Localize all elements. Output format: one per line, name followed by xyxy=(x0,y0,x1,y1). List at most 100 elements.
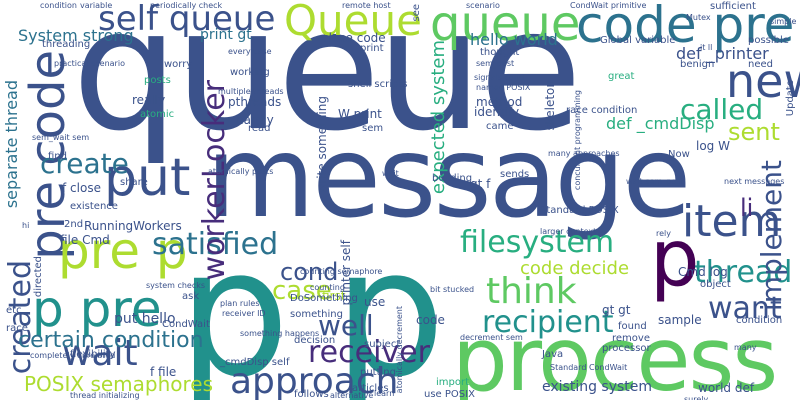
word-putting: putting xyxy=(360,367,396,378)
word-atomically-posts: atomically posts xyxy=(208,167,274,176)
word-queue-upper: queue xyxy=(430,0,581,52)
word-named-POSIX: named POSIX xyxy=(476,83,531,92)
word-code: code xyxy=(416,313,445,327)
word-race: race xyxy=(6,323,28,334)
word-Standard-POSIX: Standard POSIX xyxy=(540,205,619,216)
word-Update: Update xyxy=(785,80,796,117)
word-etc: etc xyxy=(6,305,22,316)
word-concurrent-programming: concurrent programming xyxy=(573,90,582,191)
word-existence: existence xyxy=(70,201,118,212)
word-benign: benign xyxy=(680,59,715,70)
word-cond: cond xyxy=(280,258,339,286)
word-many-approaches: many approaches xyxy=(548,149,620,158)
word-sem: sem xyxy=(362,123,384,134)
word-workerLocker: workerLocker xyxy=(197,80,232,281)
word-rely: rely xyxy=(656,229,671,238)
word-sends: sends xyxy=(500,169,530,180)
word-wait-small: wait xyxy=(382,169,399,178)
word-import: import xyxy=(436,377,470,388)
word-gt-f: gt f xyxy=(470,177,491,191)
word-separate-thread: separate thread xyxy=(2,80,21,209)
word-approach: approach xyxy=(230,361,399,400)
word-identify: identify xyxy=(474,105,520,119)
word-many: many xyxy=(734,343,757,352)
word-really: really xyxy=(132,93,166,107)
word-first: first xyxy=(322,289,346,303)
word-wait-sem-post: wait sem_post xyxy=(626,177,684,186)
word-p-p: p p xyxy=(178,211,445,400)
word-create: create xyxy=(40,147,129,180)
word-sent: sent xyxy=(728,118,780,146)
word-2nd: 2nd xyxy=(64,219,84,230)
word-cmdDisp-self: _cmdDisp self xyxy=(220,357,290,368)
word-wait: wait xyxy=(62,333,138,374)
word-shell-scripts: shell scripts xyxy=(348,79,408,90)
word-great: great xyxy=(608,71,635,82)
word-f-file: f file xyxy=(150,365,177,379)
word-posts: posts xyxy=(144,75,171,86)
word-put-hello: put hello xyxy=(114,311,176,327)
word-sem-wait-sem: sem_wait sem xyxy=(32,133,90,142)
word-recipient: recipient xyxy=(482,305,614,340)
word-practical-scenario: practical scenario xyxy=(54,59,125,68)
word-f-close: f close xyxy=(62,181,101,195)
word-self-queue: self queue xyxy=(98,0,276,39)
word-race-condition: race condition xyxy=(566,105,638,116)
word-receiver: receiver xyxy=(308,335,430,370)
word-message: message xyxy=(206,113,691,243)
word-code-pre: code pre xyxy=(576,0,795,54)
word-item: item xyxy=(682,196,782,247)
word-processor: processor xyxy=(602,343,651,354)
word-print: print xyxy=(360,43,384,54)
word-thread-initializing: thread initializing xyxy=(70,391,140,400)
word-remote-host: remote host xyxy=(342,1,391,10)
word-file-Cmd: file Cmd xyxy=(60,233,110,247)
word-next-messages: next messages xyxy=(724,177,785,186)
word-something-happens: something happens xyxy=(240,329,320,338)
word-well: well xyxy=(318,309,374,342)
word-W-print: W print xyxy=(338,107,382,121)
word-bit-stucked: bit stucked xyxy=(430,285,475,294)
word-Cmd-log: Cmd log xyxy=(678,265,728,279)
word-sem-post: sem_post xyxy=(476,59,515,68)
word-li: li xyxy=(740,194,754,222)
word-threading: threading xyxy=(42,39,91,50)
word-certain-condition: certain condition xyxy=(18,328,204,353)
word-def-cmdDisp: def _cmdDisp xyxy=(606,114,715,133)
word-variable: variable xyxy=(80,1,113,10)
word-use: use xyxy=(364,295,386,309)
word-write-something: write something xyxy=(315,96,329,194)
word-building: building xyxy=(432,173,473,184)
word-hardly: hardly xyxy=(236,113,274,127)
word-flexibility: flexibility xyxy=(70,349,116,360)
word-case: case xyxy=(272,276,332,306)
word-condition-top: condition xyxy=(40,1,77,10)
word-Now: Now xyxy=(668,149,690,160)
word-Queue: Queue xyxy=(284,0,422,45)
word-possible: possible xyxy=(748,35,789,46)
word-it-ll: it ll xyxy=(700,43,713,52)
word-put: put xyxy=(104,148,191,208)
word-satisfied: satisfied xyxy=(152,227,279,262)
word-think: think xyxy=(486,271,577,312)
word-decision: decision xyxy=(294,335,336,346)
word-counting-semaphore: counting semaphore xyxy=(300,267,383,276)
word-called: called xyxy=(680,93,764,126)
word-Mutex: Mutex xyxy=(686,13,711,22)
word-object: object xyxy=(700,279,731,290)
word-found: found xyxy=(618,321,647,332)
word-plan-rules: plan rules xyxy=(220,299,260,308)
word-CondWait-primitive: CondWait primitive xyxy=(570,1,647,10)
word-skeleton: skeleton xyxy=(543,80,557,131)
word-subject: subject xyxy=(364,339,401,350)
word-need: need xyxy=(748,59,773,70)
word-directed: directed xyxy=(33,256,44,298)
word-Standard-CondWait: Standard CondWait xyxy=(550,363,628,372)
word-Global-variable: Global variable xyxy=(600,35,676,46)
word-code-decide: code decide xyxy=(520,258,630,279)
word-larger-context: larger context xyxy=(540,227,597,236)
word-system-checks: system checks xyxy=(146,281,206,290)
word-world-def: world def xyxy=(698,381,755,395)
word-remove: remove xyxy=(612,333,650,344)
